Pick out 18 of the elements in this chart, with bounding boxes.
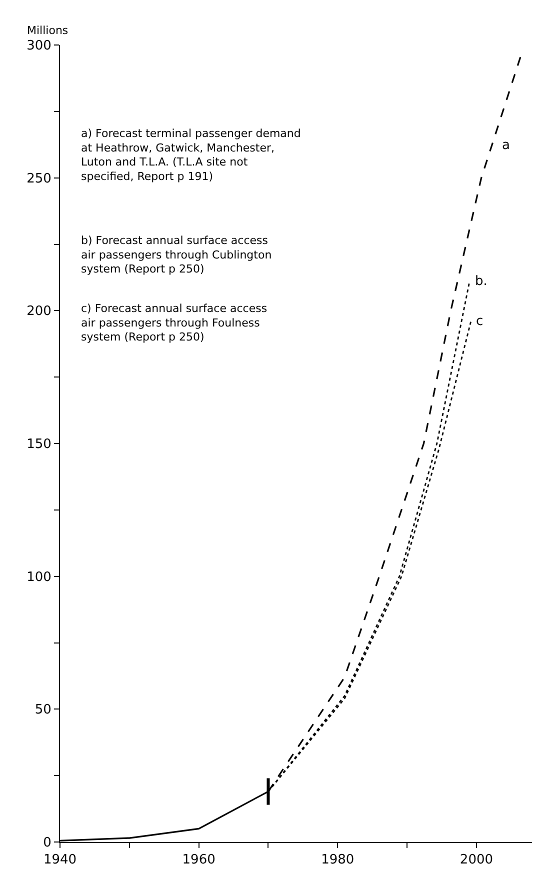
y-tick-label: 50 <box>34 702 52 718</box>
annotation: c <box>476 314 484 329</box>
y-axis-title: Millions <box>27 24 68 37</box>
x-tick-label: 1960 <box>182 852 216 868</box>
annotation: a <box>502 138 510 153</box>
x-tick-label: 2000 <box>460 852 494 868</box>
annotation: c) Forecast annual surface access air passengers through Foulness system (Report p 250) <box>81 302 268 344</box>
x-tick-label: 1940 <box>43 852 77 868</box>
annotation: b) Forecast annual surface access air passengers through Cublington system (Report p 250) <box>81 234 272 276</box>
x-tick-label: 1980 <box>321 852 354 868</box>
y-tick-label: 0 <box>43 836 52 851</box>
y-tick-label: 300 <box>26 38 52 54</box>
y-tick-label: 100 <box>26 570 52 585</box>
y-tick-label: 250 <box>26 171 52 186</box>
annotation: a) Forecast terminal passenger demand at Heathrow, Gatwick, Manchester, Luton and T.L.A. (T.L.A site not specified, Report p 191) <box>81 127 301 183</box>
y-tick-label: 200 <box>26 304 52 320</box>
annotation: b. <box>475 274 488 289</box>
y-tick-label: 150 <box>26 437 52 452</box>
